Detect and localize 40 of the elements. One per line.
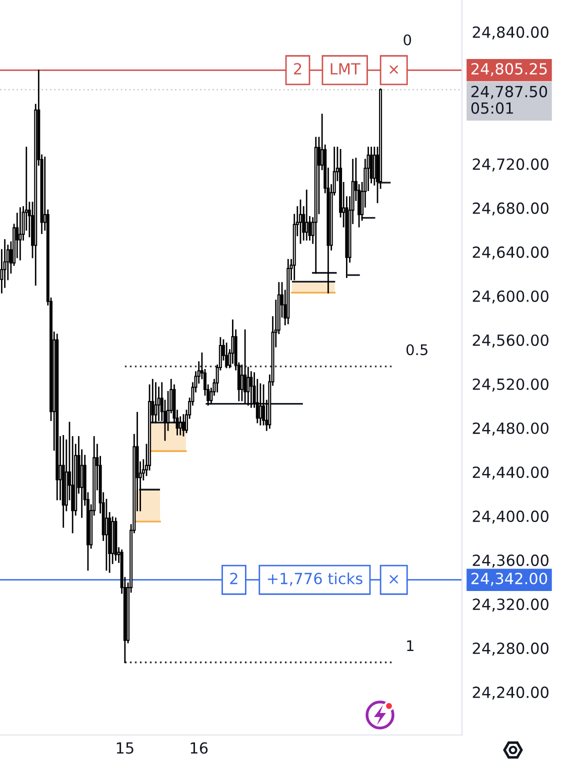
candlestick	[104, 498, 108, 571]
y-tick-label: 24,480.00	[472, 422, 548, 436]
y-tick-label: 24,560.00	[472, 334, 548, 348]
ref-line-label: 24,805.25	[471, 63, 547, 76]
candlestick	[305, 190, 308, 241]
annotation: 2	[294, 63, 302, 74]
y-tick-label: 24,400.00	[472, 510, 548, 524]
candlestick	[182, 414, 185, 436]
annotation: 0	[404, 34, 412, 46]
candlestick	[18, 207, 22, 260]
series-label: 0.5	[406, 344, 428, 356]
y-tick-label: 24,440.00	[472, 466, 548, 480]
candlestick	[240, 364, 244, 402]
candlestick	[244, 329, 247, 404]
candlestick	[246, 366, 250, 406]
y-tick-label: 24,240.00	[472, 686, 548, 700]
y-tick-label: 24,680.00	[472, 202, 548, 216]
annotation: LMT	[330, 63, 360, 74]
y-tick-label: 24,520.00	[472, 378, 548, 392]
y-tick-label: 24,280.00	[472, 642, 548, 656]
annotation: ×	[390, 574, 398, 584]
series-label: 1	[407, 640, 414, 652]
ref-line-label: 24,342.00	[471, 572, 548, 586]
ref-line-label: 24,787.50 05:01	[471, 86, 548, 114]
y-tick-label: 24,360.00	[472, 554, 548, 568]
y-tick-label: 24,640.00	[472, 246, 548, 260]
x-tick-label: 15	[116, 742, 134, 754]
y-tick-label: 24,720.00	[472, 158, 548, 172]
candlestick	[298, 200, 302, 244]
candlestick	[372, 146, 376, 186]
candlestick	[250, 371, 253, 408]
y-tick-label: 24,840.00	[472, 26, 548, 40]
y-tick-label: 24,320.00	[472, 598, 548, 612]
x-tick-label: 16	[190, 742, 208, 754]
candlestick	[258, 383, 262, 426]
candlestick	[225, 342, 228, 368]
annotation: ×	[390, 65, 398, 74]
annotation: 2	[230, 572, 238, 584]
annotation: +1,776 ticks	[268, 572, 362, 586]
y-tick-label: 24,600.00	[472, 290, 548, 304]
